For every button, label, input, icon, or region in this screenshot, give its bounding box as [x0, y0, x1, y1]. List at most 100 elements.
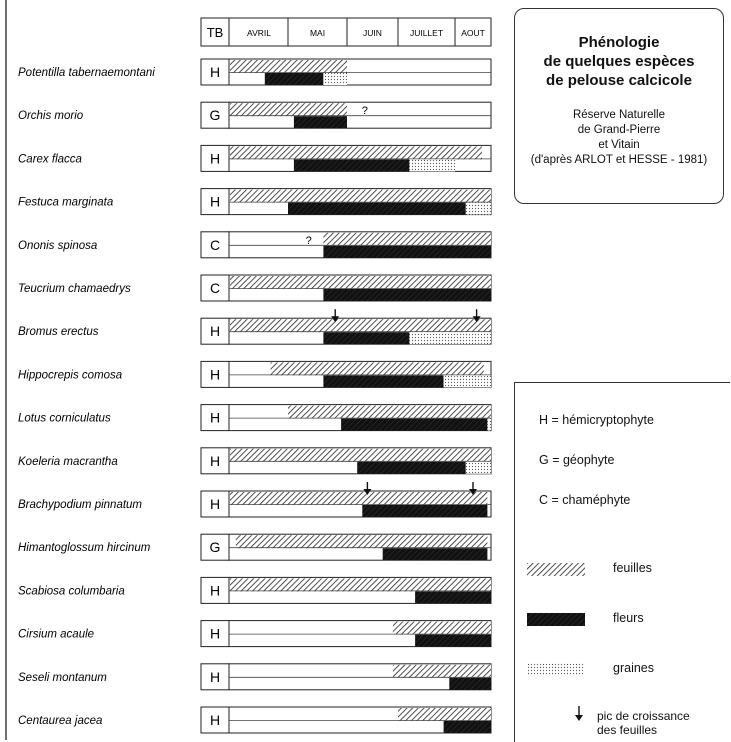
- type-code: H: [210, 453, 220, 469]
- chart-title: Phénologie de quelques espèces de pelous…: [515, 33, 723, 90]
- species-row: Seseli montanum H: [18, 663, 492, 691]
- leaves-bar: [230, 448, 491, 462]
- species-row: Hippocrepis comosa H: [18, 360, 492, 388]
- month-label: JUIN: [363, 28, 382, 38]
- species-name: Scabiosa columbaria: [18, 585, 125, 597]
- type-code: H: [210, 323, 220, 339]
- legend-peak-line-2: des feuilles: [597, 723, 658, 737]
- species-row: Bromus erectus H: [18, 309, 492, 345]
- type-code: H: [210, 150, 220, 166]
- leaves-bar: [392, 621, 491, 635]
- type-box: [200, 188, 230, 216]
- title-box: Phénologie de quelques espèces de pelous…: [514, 8, 724, 204]
- species-row: Carex flacca H: [18, 144, 492, 172]
- type-box: [200, 490, 230, 518]
- peak-arrow-icon: [472, 309, 481, 323]
- type-code: C: [210, 237, 220, 253]
- seeds-bar: [465, 461, 491, 474]
- leaves-bar: [398, 708, 491, 721]
- type-box: [200, 101, 230, 129]
- uncertain-mark: ?: [306, 235, 312, 247]
- species-name: Brachypodium pinnatum: [18, 499, 142, 511]
- legend-peak-line-1: pic de croissance: [597, 709, 690, 723]
- month-label: MAI: [310, 28, 325, 38]
- flowers-bar: [357, 461, 466, 474]
- leaves-bar: [230, 189, 491, 203]
- leaves-bar: [288, 405, 491, 419]
- flowers-bar: [415, 591, 491, 604]
- leaves-bar: [230, 319, 491, 333]
- legend-type-h: H = hémicryptophyte: [539, 413, 654, 427]
- species-name: Seseli montanum: [18, 672, 107, 684]
- species-name: Ononis spinosa: [18, 240, 97, 252]
- species-name: Festuca marginata: [18, 197, 113, 209]
- type-code: H: [210, 712, 220, 728]
- uncertain-mark: ?: [362, 105, 368, 117]
- flowers-bar: [323, 332, 410, 345]
- legend-type-c: C = chaméphyte: [539, 493, 631, 507]
- legend-leaves-swatch: [527, 563, 585, 576]
- leaves-bar: [270, 362, 484, 376]
- leaves-bar: [230, 146, 482, 160]
- legend-leaves-label: feuilles: [613, 561, 652, 575]
- type-code: H: [210, 194, 220, 210]
- type-box: [200, 663, 230, 691]
- leaves-bar: [323, 232, 491, 246]
- subtitle-line-4: (d'après ARLOT et HESSE - 1981): [530, 154, 708, 166]
- title-line-2: de quelques espèces: [543, 53, 695, 70]
- type-code: H: [210, 626, 220, 642]
- flowers-bar: [288, 202, 466, 215]
- leaves-bar: [230, 578, 491, 592]
- title-line-1: Phénologie: [578, 34, 660, 51]
- type-code: H: [210, 64, 220, 80]
- arrow-down-icon: [575, 706, 583, 721]
- flowers-bar: [323, 375, 444, 388]
- species-row: Festuca marginata H: [18, 188, 492, 216]
- species-row: Ononis spinosa C?: [18, 231, 492, 259]
- species-row: Himantoglossum hircinum G: [18, 533, 492, 561]
- type-box: [200, 317, 230, 345]
- species-name: Koeleria macrantha: [18, 456, 118, 468]
- flowers-bar: [443, 721, 491, 733]
- species-row: Potentilla tabernaemontani H: [18, 58, 492, 86]
- flowers-bar: [449, 677, 491, 690]
- subtitle-line-2: de Grand-Pierre: [577, 124, 661, 136]
- type-code: H: [210, 366, 220, 382]
- type-code: C: [210, 280, 220, 296]
- flowers-bar: [382, 548, 488, 561]
- seeds-bar: [409, 159, 455, 172]
- type-box: [200, 144, 230, 172]
- type-box: [200, 620, 230, 648]
- species-row: Scabiosa columbaria H: [18, 576, 492, 604]
- species-name: Teucrium chamaedrys: [18, 283, 131, 295]
- flowers-bar: [341, 418, 488, 431]
- species-row: Koeleria macrantha H: [18, 447, 492, 475]
- seeds-bar: [443, 375, 491, 388]
- type-box: [200, 447, 230, 475]
- legend-seeds-swatch: [527, 663, 585, 676]
- peak-arrow-icon: [331, 309, 340, 323]
- type-code: G: [210, 107, 221, 123]
- species-name: Hippocrepis comosa: [18, 369, 122, 381]
- type-code: H: [210, 582, 220, 598]
- flowers-bar: [293, 116, 347, 129]
- type-box: [200, 706, 230, 734]
- subtitle-line-3: et Vitain: [598, 139, 640, 151]
- month-label: JUILLET: [410, 28, 443, 38]
- species-row: Cirsium acaule H: [18, 620, 492, 648]
- subtitle-line-1: Réserve Naturelle: [572, 109, 666, 121]
- flowers-bar: [323, 245, 491, 258]
- species-name: Orchis morio: [18, 110, 84, 122]
- species-row: Brachypodium pinnatum H: [18, 482, 492, 518]
- leaves-bar: [235, 535, 488, 549]
- month-label: AOUT: [461, 28, 485, 38]
- flowers-bar: [415, 634, 491, 647]
- species-row: Orchis morio G?: [18, 101, 492, 129]
- peak-arrow-icon: [469, 482, 477, 495]
- legend-flowers-label: fleurs: [613, 611, 644, 625]
- type-code: H: [210, 669, 220, 685]
- legend-peak-label: pic de croissance des feuilles: [597, 709, 690, 737]
- species-name: Centaurea jacea: [18, 715, 102, 727]
- species-name: Lotus corniculatus: [18, 413, 111, 425]
